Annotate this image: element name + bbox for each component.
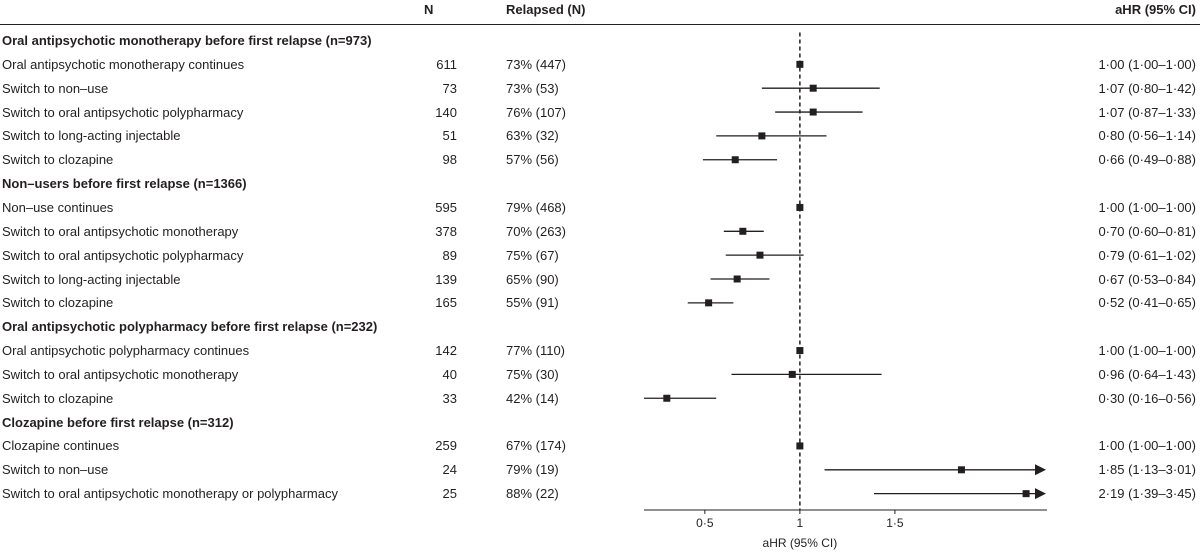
row-n: 378 bbox=[435, 223, 457, 239]
row-n: 142 bbox=[435, 343, 457, 359]
x-tick-label: 1 bbox=[797, 516, 804, 530]
row-label: Oral antipsychotic monotherapy continues bbox=[2, 56, 245, 72]
row-ahr: 0·30 (0·16–0·56) bbox=[1098, 390, 1196, 406]
table-row: Switch to long-acting injectable 139 65% (… bbox=[0, 268, 1200, 291]
row-relapsed: 73% (447) bbox=[506, 56, 566, 72]
row-relapsed: 75% (30) bbox=[506, 366, 559, 382]
row-ahr: 1·00 (1·00–1·00) bbox=[1098, 438, 1196, 454]
table-row: Switch to non–use 24 79% (19) 1·85 (1·13–3·… bbox=[0, 458, 1200, 481]
row-label: Switch to clozapine bbox=[2, 152, 114, 168]
row-relapsed: 77% (110) bbox=[506, 343, 566, 359]
table-row: Switch to long-acting injectable 51 63% (3… bbox=[0, 124, 1200, 147]
table-row: Switch to clozapine 165 55% (91) 0·52 (0·41… bbox=[0, 291, 1200, 314]
header-n: N bbox=[424, 2, 434, 17]
table-row: Switch to oral antipsychotic monotherapy… bbox=[0, 220, 1200, 243]
row-label: Switch to oral antipsychotic polypharmac… bbox=[2, 104, 244, 120]
row-relapsed: 42% (14) bbox=[506, 390, 559, 406]
row-label: Switch to long-acting injectable bbox=[2, 128, 181, 144]
row-n: 40 bbox=[442, 366, 457, 382]
row-relapsed: 75% (67) bbox=[506, 247, 559, 263]
row-relapsed: 76% (107) bbox=[506, 104, 566, 120]
row-ahr: 1·85 (1·13–3·01) bbox=[1098, 462, 1196, 478]
row-label: Switch to clozapine bbox=[2, 390, 114, 406]
row-n: 25 bbox=[442, 486, 457, 502]
group-header-row: Clozapine before first relapse (n=312) bbox=[0, 411, 1200, 434]
row-n: 611 bbox=[436, 56, 457, 72]
row-label: Switch to oral antipsychotic monotherapy… bbox=[2, 486, 338, 502]
row-n: 98 bbox=[442, 152, 457, 168]
row-ahr: 0·67 (0·53–0·84) bbox=[1098, 271, 1196, 287]
row-ahr: 2·19 (1·39–3·45) bbox=[1098, 486, 1196, 502]
row-n: 89 bbox=[442, 247, 457, 263]
row-n: 73 bbox=[442, 80, 457, 96]
table-row: Switch to oral antipsychotic monotherapy… bbox=[0, 482, 1200, 505]
row-label: Switch to oral antipsychotic polypharmac… bbox=[2, 247, 244, 263]
row-n: 24 bbox=[442, 462, 457, 478]
row-relapsed: 57% (56) bbox=[506, 152, 559, 168]
row-label: Non–use continues bbox=[2, 199, 114, 215]
group-label: Non–users before first relapse (n=1366) bbox=[2, 176, 247, 192]
table-row: Switch to oral antipsychotic polypharmac… bbox=[0, 101, 1200, 124]
row-label: Oral antipsychotic polypharmacy continue… bbox=[2, 343, 250, 359]
header-rule bbox=[0, 24, 1200, 25]
row-label: Switch to clozapine bbox=[2, 295, 114, 311]
row-relapsed: 55% (91) bbox=[506, 295, 559, 311]
row-relapsed: 67% (174) bbox=[506, 438, 566, 454]
table-row: Switch to non–use 73 73% (53) 1·07 (0·80–1·… bbox=[0, 77, 1200, 100]
table-row: Oral antipsychotic polypharmacy continue… bbox=[0, 339, 1200, 362]
row-ahr: 0·80 (0·56–1·14) bbox=[1098, 128, 1196, 144]
x-tick-label: 0·5 bbox=[696, 516, 714, 530]
row-ahr: 1·07 (0·80–1·42) bbox=[1098, 80, 1196, 96]
row-n: 165 bbox=[435, 295, 457, 311]
row-relapsed: 88% (22) bbox=[506, 486, 559, 502]
row-ahr: 0·96 (0·64–1·43) bbox=[1098, 366, 1196, 382]
table-row: Non–use continues 595 79% (468) 1·00 (1·00–… bbox=[0, 196, 1200, 219]
row-ahr: 0·66 (0·49–0·88) bbox=[1098, 152, 1196, 168]
row-relapsed: 63% (32) bbox=[506, 128, 559, 144]
row-label: Switch to non–use bbox=[2, 80, 109, 96]
group-label: Oral antipsychotic monotherapy before fi… bbox=[2, 33, 372, 48]
row-n: 595 bbox=[435, 199, 457, 215]
row-ahr: 1·00 (1·00–1·00) bbox=[1098, 199, 1196, 215]
row-ahr: 1·00 (1·00–1·00) bbox=[1098, 56, 1196, 72]
row-ahr: 1·00 (1·00–1·00) bbox=[1098, 343, 1196, 359]
row-ahr: 1·07 (0·87–1·33) bbox=[1098, 104, 1196, 120]
row-n: 140 bbox=[435, 104, 457, 120]
row-n: 51 bbox=[442, 128, 457, 144]
header-relapsed: Relapsed (N) bbox=[506, 2, 586, 17]
table-row: Oral antipsychotic monotherapy continues… bbox=[0, 53, 1200, 76]
row-label: Switch to oral antipsychotic monotherapy bbox=[2, 223, 239, 239]
row-relapsed: 70% (263) bbox=[506, 223, 566, 239]
x-tick-label: 1·5 bbox=[886, 516, 904, 530]
table-row: Clozapine continues 259 67% (174) 1·00 (1·0… bbox=[0, 434, 1200, 457]
row-ahr: 0·79 (0·61–1·02) bbox=[1098, 247, 1196, 263]
group-header-row: Oral antipsychotic monotherapy before fi… bbox=[0, 29, 1200, 52]
row-relapsed: 65% (90) bbox=[506, 271, 559, 287]
row-ahr: 0·52 (0·41–0·65) bbox=[1098, 295, 1196, 311]
row-relapsed: 79% (468) bbox=[506, 199, 566, 215]
group-label: Oral antipsychotic polypharmacy before f… bbox=[2, 319, 378, 335]
table-row: Switch to oral antipsychotic polypharmac… bbox=[0, 244, 1200, 267]
row-label: Switch to non–use bbox=[2, 462, 109, 478]
row-label: Switch to oral antipsychotic monotherapy bbox=[2, 366, 239, 382]
table-row: Switch to clozapine 98 57% (56) 0·66 (0·49–… bbox=[0, 148, 1200, 171]
table-row: Switch to clozapine 33 42% (14) 0·30 (0·16–… bbox=[0, 387, 1200, 410]
header-ahr: aHR (95% CI) bbox=[1115, 2, 1196, 17]
row-relapsed: 73% (53) bbox=[506, 80, 559, 96]
row-ahr: 0·70 (0·60–0·81) bbox=[1098, 223, 1196, 239]
row-n: 139 bbox=[435, 271, 457, 287]
group-header-row: Non–users before first relapse (n=1366) bbox=[0, 172, 1200, 195]
row-n: 259 bbox=[435, 438, 457, 454]
x-axis-title: aHR (95% CI) bbox=[763, 536, 838, 550]
row-n: 33 bbox=[442, 390, 457, 406]
row-label: Clozapine continues bbox=[2, 438, 120, 454]
group-header-row: Oral antipsychotic polypharmacy before f… bbox=[0, 315, 1200, 338]
group-label: Clozapine before first relapse (n=312) bbox=[2, 414, 234, 430]
table-row: Switch to oral antipsychotic monotherapy… bbox=[0, 363, 1200, 386]
row-relapsed: 79% (19) bbox=[506, 462, 559, 478]
row-label: Switch to long-acting injectable bbox=[2, 271, 181, 287]
